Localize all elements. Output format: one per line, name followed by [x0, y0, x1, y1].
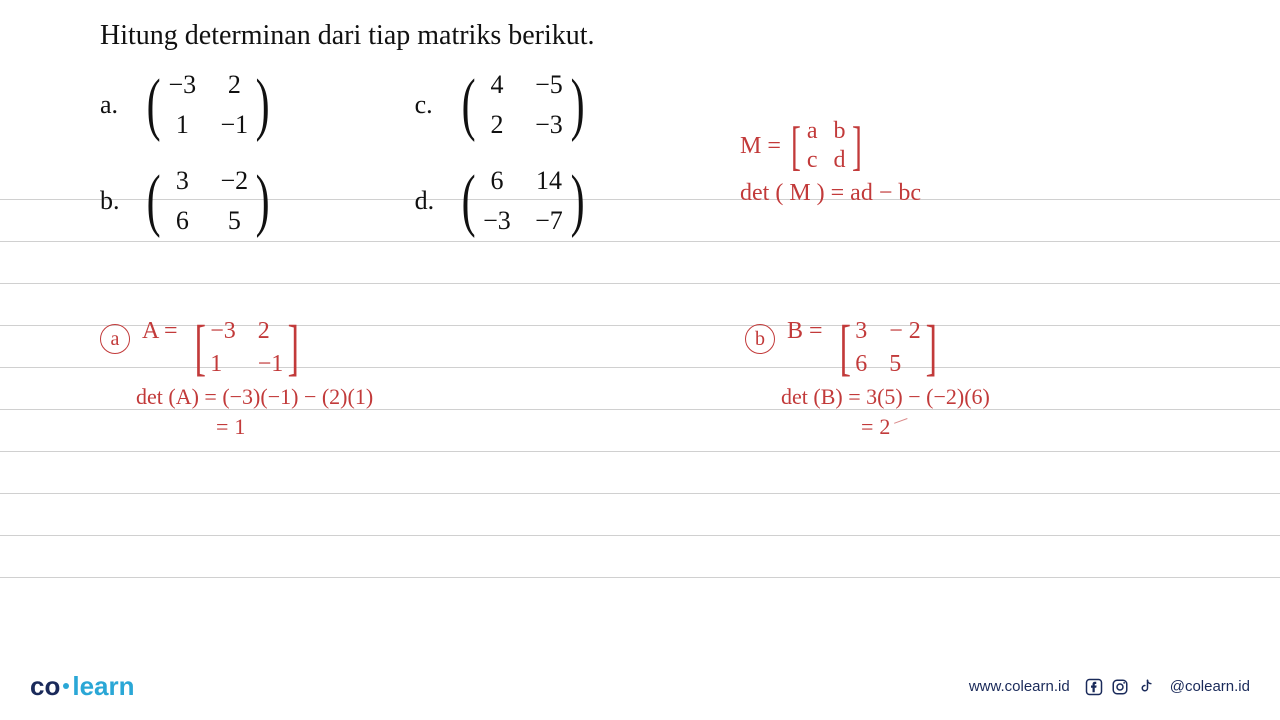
social-icons	[1084, 677, 1156, 697]
erasure-mark	[893, 415, 908, 424]
work-b-result: = 2	[861, 414, 1220, 440]
facebook-icon	[1084, 677, 1104, 697]
worked-solutions: a A = [ −3 2 1 −1 ] det (A) = (−3)(−1) −…	[100, 318, 1220, 444]
circled-letter-a: a	[100, 324, 130, 354]
work-a: a A = [ −3 2 1 −1 ] det (A) = (−3)(−1) −…	[100, 318, 575, 444]
problem-c: c. ( 4 −5 2 −3 )	[415, 66, 590, 144]
problem-label-b: b.	[100, 186, 124, 216]
work-a-expression: det (A) = (−3)(−1) − (2)(1)	[136, 384, 575, 410]
problem-a: a. ( −3 2 1 −1 )	[100, 66, 275, 144]
work-b-matrix: [ 3 − 2 6 5 ]	[835, 318, 942, 378]
work-a-matrix: [ −3 2 1 −1 ]	[190, 318, 304, 378]
footer-handle: @colearn.id	[1170, 678, 1250, 695]
paren-right: )	[256, 70, 270, 140]
tiktok-icon	[1136, 677, 1156, 697]
footer-url: www.colearn.id	[969, 678, 1070, 695]
work-a-result-value: 1	[234, 414, 245, 440]
matrix-d: ( 6 14 −3 −7 )	[457, 162, 590, 240]
problem-label-d: d.	[415, 186, 439, 216]
problem-d: d. ( 6 14 −3 −7 )	[415, 162, 590, 240]
paren-left: (	[147, 70, 161, 140]
matrix-c: ( 4 −5 2 −3 )	[457, 66, 590, 144]
logo-co: co	[30, 671, 60, 701]
problem-b: b. ( 3 −2 6 5 )	[100, 162, 275, 240]
work-b-expression: det (B) = 3(5) − (−2)(6)	[781, 384, 1220, 410]
problem-label-a: a.	[100, 90, 124, 120]
question-title: Hitung determinan dari tiap matriks beri…	[100, 20, 1190, 52]
instagram-icon	[1110, 677, 1130, 697]
work-b-heading: B =	[787, 318, 823, 345]
matrix-a: ( −3 2 1 −1 )	[142, 66, 275, 144]
work-b-result-value: 2	[879, 414, 890, 440]
work-a-result: = 1	[216, 414, 575, 440]
problems-grid: a. ( −3 2 1 −1 ) b. (	[100, 66, 1190, 240]
problem-label-c: c.	[415, 90, 439, 120]
footer: colearn www.colearn.id @colearn.id	[30, 671, 1250, 702]
brand-logo: colearn	[30, 671, 135, 702]
circled-letter-b: b	[745, 324, 775, 354]
logo-dot	[63, 683, 69, 689]
work-b: b B = [ 3 − 2 6 5 ] det (B) = 3(5) − (−2…	[745, 318, 1220, 444]
work-a-heading: A =	[142, 318, 178, 345]
logo-learn: learn	[72, 671, 134, 701]
matrix-b: ( 3 −2 6 5 )	[142, 162, 275, 240]
